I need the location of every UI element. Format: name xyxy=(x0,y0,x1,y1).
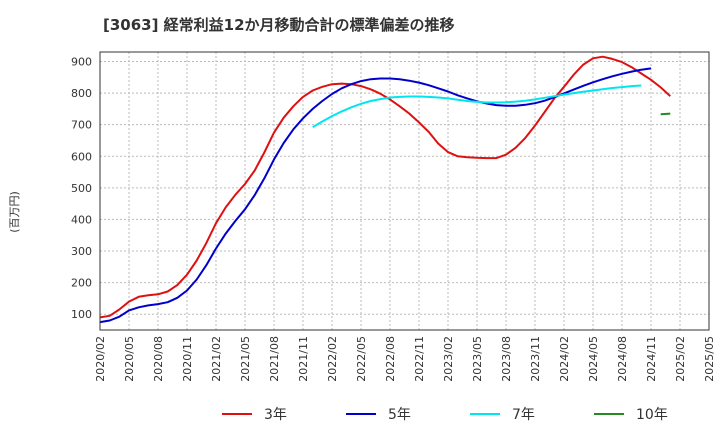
grid-lines xyxy=(99,52,710,330)
series-line-2 xyxy=(99,67,652,324)
y-tick-label: 300 xyxy=(71,245,92,258)
y-tick-label: 800 xyxy=(71,87,92,100)
x-tick-label: 2022/02 xyxy=(326,336,339,382)
y-tick-label: 500 xyxy=(71,182,92,195)
y-axis-label: (百万円) xyxy=(8,191,21,233)
x-tick-label: 2020/11 xyxy=(181,336,194,382)
x-tick-label: 2021/02 xyxy=(210,336,223,382)
y-tick-label: 100 xyxy=(71,308,92,321)
x-tick-label: 2025/02 xyxy=(674,336,687,382)
y-tick-label: 200 xyxy=(71,277,92,290)
series-line-4 xyxy=(660,112,671,116)
x-tick-label: 2023/11 xyxy=(529,336,542,382)
y-tick-label: 400 xyxy=(71,213,92,226)
x-tick-label: 2021/11 xyxy=(297,336,310,382)
chart-title: [3063] 経常利益12か月移動合計の標準偏差の推移 xyxy=(103,16,455,34)
x-tick-label: 2024/02 xyxy=(558,336,571,382)
legend-label-2: 5年 xyxy=(388,407,411,423)
x-tick-label: 2022/08 xyxy=(384,336,397,382)
x-tick-label: 2022/05 xyxy=(355,336,368,382)
y-tick-label: 700 xyxy=(71,119,92,132)
x-axis-ticks: 2020/02 2020/05 2020/08 2020/11 2021/02 2021/… xyxy=(94,336,716,382)
series-line-1 xyxy=(99,55,671,319)
x-tick-label: 2024/05 xyxy=(587,336,600,382)
series-lines xyxy=(99,55,671,324)
x-tick-label: 2020/05 xyxy=(123,336,136,382)
x-tick-label: 2025/05 xyxy=(703,336,716,382)
x-tick-label: 2023/02 xyxy=(442,336,455,382)
y-tick-label: 900 xyxy=(71,55,92,68)
y-axis-ticks: 100 200 300 400 500 600 700 800 900 xyxy=(71,55,92,321)
x-tick-label: 2023/05 xyxy=(471,336,484,382)
legend: 3年 5年 7年 10年 xyxy=(222,407,668,423)
series-line-3 xyxy=(312,84,642,129)
legend-label-1: 3年 xyxy=(264,407,287,423)
x-tick-label: 2023/08 xyxy=(500,336,513,382)
x-tick-label: 2020/02 xyxy=(94,336,107,382)
plot-area-frame xyxy=(99,51,710,331)
x-tick-label: 2021/08 xyxy=(268,336,281,382)
x-tick-label: 2022/11 xyxy=(413,336,426,382)
legend-label-3: 7年 xyxy=(512,407,535,423)
x-tick-label: 2020/08 xyxy=(152,336,165,382)
x-tick-label: 2024/11 xyxy=(645,336,658,382)
legend-label-4: 10年 xyxy=(636,407,668,423)
y-tick-label: 600 xyxy=(71,150,92,163)
x-tick-label: 2021/05 xyxy=(239,336,252,382)
x-tick-label: 2024/08 xyxy=(616,336,629,382)
